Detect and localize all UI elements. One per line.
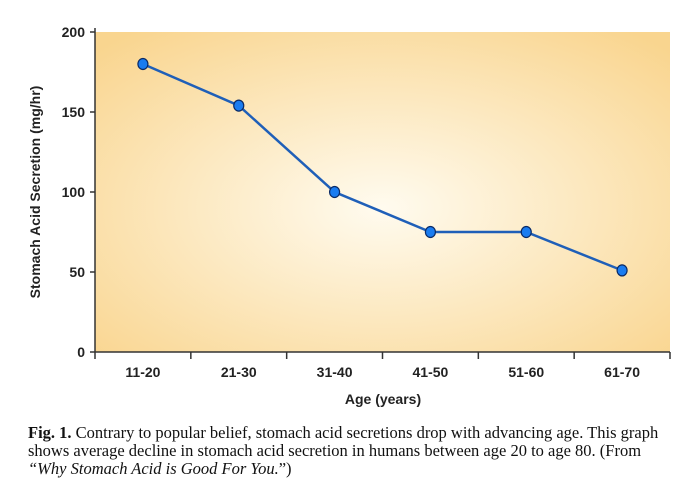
x-axis-label: Age (years) — [345, 391, 421, 407]
caption-text: Contrary to popular belief, stomach acid… — [28, 423, 659, 460]
x-tick-label: 61-70 — [604, 364, 640, 380]
y-tick-label: 50 — [69, 264, 85, 280]
y-tick-label: 150 — [62, 104, 86, 120]
x-tick-label: 21-30 — [221, 364, 257, 380]
data-point — [137, 57, 149, 71]
series-line — [142, 62, 623, 272]
x-tick-label: 41-50 — [413, 364, 449, 380]
x-tick-label: 11-20 — [125, 364, 160, 380]
caption-source: “Why Stomach Acid is Good For You. — [28, 459, 279, 478]
y-axis-label: Stomach Acid Secretion (mg/hr) — [27, 86, 43, 299]
caption-label: Fig. 1. — [28, 423, 72, 442]
figure-caption: Fig. 1. Contrary to popular belief, stom… — [28, 424, 678, 478]
data-point — [328, 185, 341, 199]
line-chart: 0 50 100 150 200 11-20 21-30 31-40 41-50 51-60 61-… — [27, 24, 671, 407]
x-tick-label: 31-40 — [317, 364, 353, 380]
data-point — [520, 225, 532, 239]
y-tick-label: 0 — [77, 344, 85, 360]
x-tick-label: 51-60 — [508, 364, 544, 380]
caption-end: ”) — [278, 459, 292, 478]
data-point — [424, 225, 437, 239]
data-point — [616, 264, 628, 277]
y-tick-label: 100 — [62, 184, 86, 200]
y-tick-label: 200 — [62, 24, 86, 40]
data-point — [233, 99, 245, 112]
